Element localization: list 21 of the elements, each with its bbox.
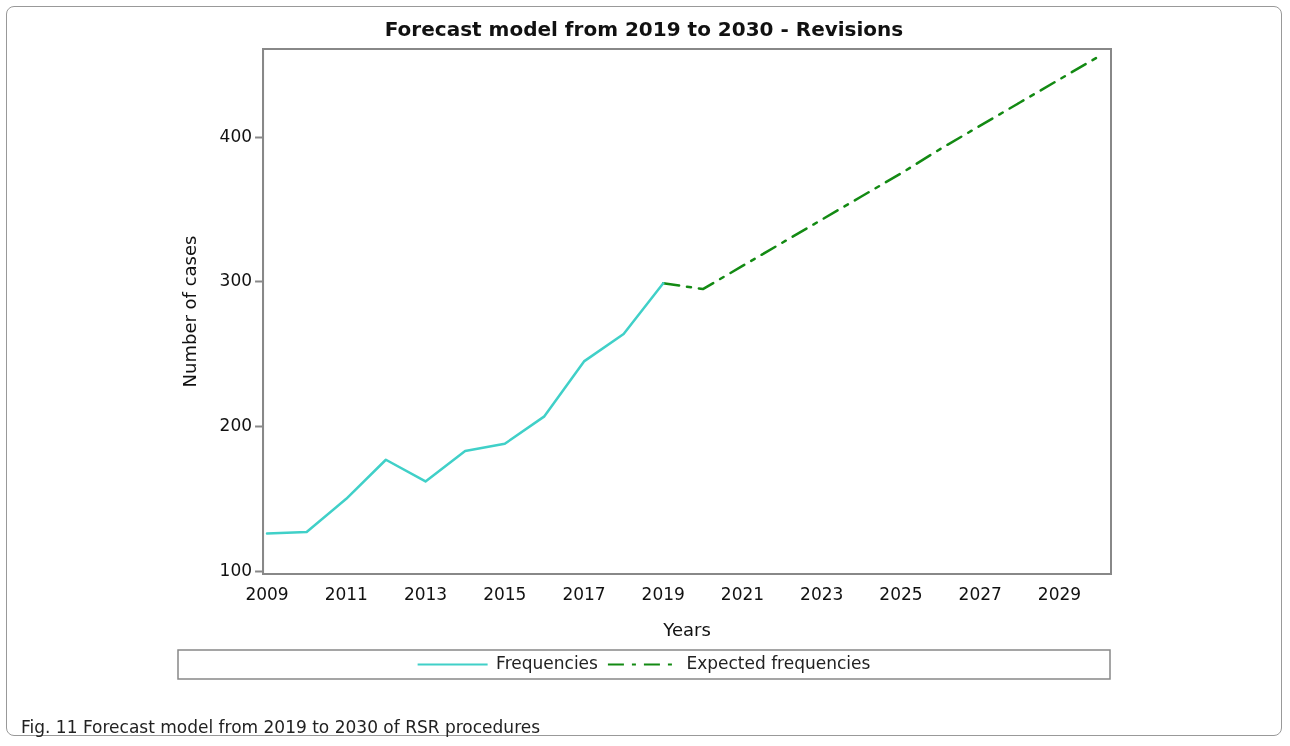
x-tick-label: 2013 — [403, 583, 448, 604]
legend-label: Frequencies — [496, 652, 599, 673]
x-tick-label: 2025 — [879, 583, 923, 604]
caption: Fig. 11 Forecast model from 2019 to 2030 of RSR procedures — [21, 717, 541, 737]
legend-label: Expected frequencies — [686, 652, 871, 673]
x-tick-label: 2017 — [562, 583, 606, 604]
x-tick-label: 2021 — [720, 583, 765, 604]
x-axis-title: Years — [662, 618, 711, 640]
chart-title: Forecast model from 2019 to 2030 - Revisions — [384, 17, 904, 42]
x-tick-label: 2023 — [800, 583, 844, 604]
x-tick-label: 2015 — [483, 583, 527, 604]
y-tick-label: 400 — [219, 125, 253, 146]
y-axis-title: Number of cases — [179, 235, 201, 388]
x-tick-label: 2019 — [641, 583, 685, 604]
y-tick-label: 300 — [219, 270, 253, 291]
x-tick-label: 2029 — [1037, 583, 1082, 604]
x-tick-label: 2011 — [324, 583, 368, 604]
x-tick-label: 2009 — [245, 583, 289, 604]
y-tick-label: 100 — [219, 559, 253, 580]
x-tick-label: 2027 — [958, 583, 1002, 604]
y-tick-label: 200 — [219, 414, 253, 435]
